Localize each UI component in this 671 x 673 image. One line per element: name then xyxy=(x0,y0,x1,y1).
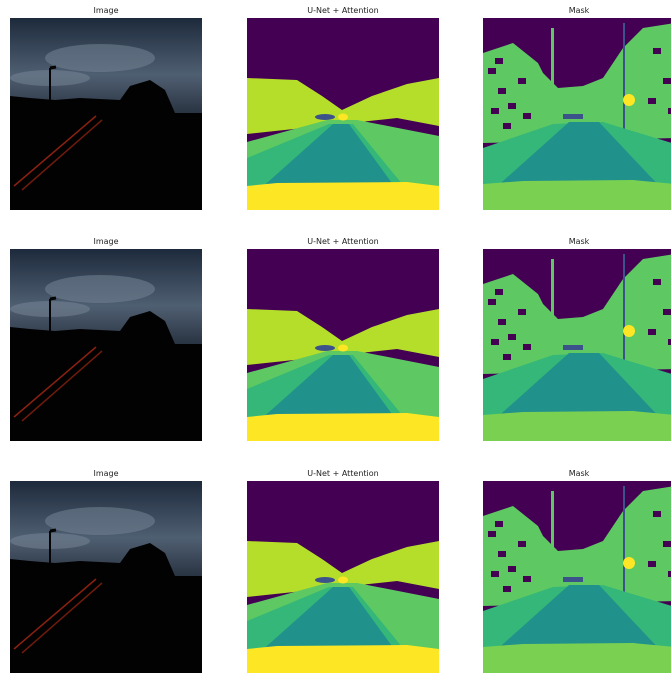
region xyxy=(247,182,439,210)
patch xyxy=(518,309,526,315)
patch xyxy=(498,551,506,557)
patch xyxy=(653,279,661,285)
patch xyxy=(503,123,511,129)
object xyxy=(315,345,335,351)
panel-image xyxy=(483,481,671,673)
sign xyxy=(623,557,635,569)
panel-title: U-Net + Attention xyxy=(307,469,379,478)
panel-title: Mask xyxy=(569,237,590,246)
tree xyxy=(551,491,554,561)
panel-title: Mask xyxy=(569,469,590,478)
patch xyxy=(523,344,531,350)
panel-title: Image xyxy=(93,6,118,15)
patch xyxy=(508,566,516,572)
lamp-head xyxy=(50,298,56,299)
patch xyxy=(491,339,499,345)
object xyxy=(338,577,348,584)
patch xyxy=(523,113,531,119)
panel-title: U-Net + Attention xyxy=(307,237,379,246)
patch xyxy=(503,354,511,360)
patch xyxy=(648,98,656,104)
sign xyxy=(623,325,635,337)
panel-image xyxy=(483,18,671,210)
object xyxy=(338,114,348,121)
patch xyxy=(491,108,499,114)
patch xyxy=(498,319,506,325)
pole xyxy=(623,254,625,364)
patch xyxy=(523,576,531,582)
tree xyxy=(551,259,554,329)
patch xyxy=(495,58,503,64)
panel-title: U-Net + Attention xyxy=(307,6,379,15)
lamp-head xyxy=(50,530,56,531)
patch xyxy=(518,541,526,547)
pole xyxy=(623,486,625,596)
patch xyxy=(663,541,671,547)
patch xyxy=(498,88,506,94)
patch xyxy=(648,329,656,335)
panel-title: Image xyxy=(93,237,118,246)
panel-image xyxy=(10,481,202,673)
figure: Image U-Net + Attention Mask Image U-Net + A… xyxy=(0,0,671,673)
panel-image xyxy=(483,249,671,441)
cloud xyxy=(45,507,155,535)
object xyxy=(315,114,335,120)
panel-title: Image xyxy=(93,469,118,478)
patch xyxy=(653,48,661,54)
cloud xyxy=(45,275,155,303)
panel-image xyxy=(247,249,439,441)
panel-image xyxy=(247,481,439,673)
region xyxy=(483,643,671,673)
region xyxy=(483,411,671,441)
region xyxy=(247,413,439,441)
patch xyxy=(488,68,496,74)
patch xyxy=(508,334,516,340)
tree xyxy=(551,28,554,98)
pole xyxy=(623,23,625,133)
panel-title: Mask xyxy=(569,6,590,15)
patch xyxy=(488,299,496,305)
cloud xyxy=(45,44,155,72)
region xyxy=(247,645,439,673)
patch xyxy=(663,309,671,315)
panel-image xyxy=(10,249,202,441)
sign xyxy=(623,94,635,106)
patch xyxy=(508,103,516,109)
object xyxy=(315,577,335,583)
lamp-head xyxy=(50,67,56,68)
patch xyxy=(491,571,499,577)
patch xyxy=(495,521,503,527)
patch xyxy=(518,78,526,84)
patch xyxy=(488,531,496,537)
object xyxy=(563,114,583,119)
region xyxy=(483,180,671,210)
panel-image xyxy=(247,18,439,210)
patch xyxy=(663,78,671,84)
panel-image xyxy=(10,18,202,210)
patch xyxy=(653,511,661,517)
patch xyxy=(648,561,656,567)
patch xyxy=(503,586,511,592)
object xyxy=(338,345,348,352)
object xyxy=(563,345,583,350)
object xyxy=(563,577,583,582)
patch xyxy=(495,289,503,295)
